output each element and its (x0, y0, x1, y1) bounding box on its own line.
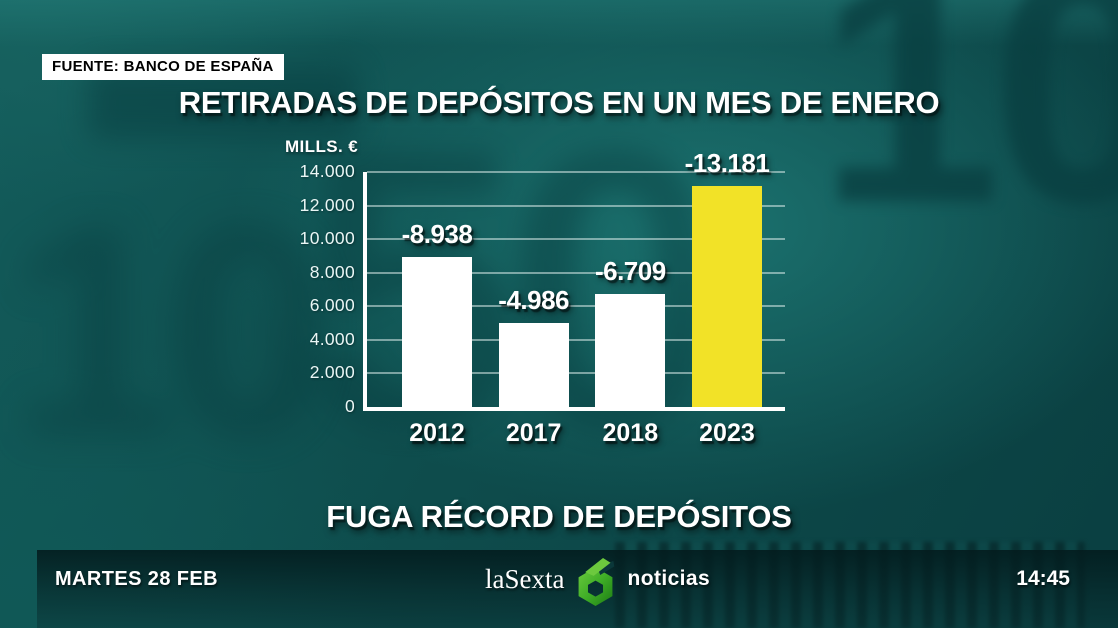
ticker-row: MARTES 28 FEB laSexta noticias (37, 554, 1118, 606)
gridline (367, 171, 785, 173)
bar-year-label: 2012 (409, 419, 465, 447)
source-badge: FUENTE: BANCO DE ESPAÑA (42, 54, 284, 80)
gridline (367, 238, 785, 241)
y-axis-tick-label: 2.000 (309, 362, 355, 383)
clock: 14:45 (1016, 567, 1070, 590)
background-light-band (0, 0, 1118, 46)
bar-group: -6.709 2018 (594, 172, 666, 447)
bar-value-label: -13.181 (684, 147, 770, 178)
bar (402, 256, 472, 407)
ticker-bar: MARTES 28 FEB laSexta noticias (37, 550, 1118, 628)
bar-value-label: -8.938 (401, 218, 473, 249)
bar-group: -13.181 2023 (685, 148, 770, 447)
lasexta-hexagon-6-logo (579, 558, 615, 606)
bar-value-label: -6.709 (594, 256, 666, 287)
lasexta-wordmark: laSexta (485, 563, 565, 594)
gridline (367, 271, 785, 274)
bar-year-label: 2023 (699, 419, 755, 447)
bar-year-label: 2017 (505, 419, 562, 447)
bar (595, 294, 666, 407)
gridline (367, 338, 785, 341)
bar-value-label: -4.986 (498, 285, 570, 316)
chart-title: RETIRADAS DE DEPÓSITOS EN UN MES DE ENER… (178, 85, 940, 120)
lower-headline: FUGA RÉCORD DE DEPÓSITOS (326, 499, 792, 534)
y-axis-tick-label: 10.000 (299, 228, 355, 249)
gridline (367, 372, 785, 375)
y-axis-tick-label: 14.000 (299, 161, 355, 182)
bar-group: -4.986 2017 (498, 172, 570, 447)
bar (691, 185, 762, 407)
channel-brand: laSexta noticias (485, 554, 711, 606)
y-axis-unit-label: MILLS. € (285, 137, 359, 156)
y-axis-tick-label: 4.000 (309, 328, 355, 349)
y-axis-tick-label: 8.000 (309, 261, 355, 282)
bar (498, 323, 569, 407)
y-axis-tick-label: 6.000 (309, 295, 355, 316)
gridline (367, 204, 785, 207)
date-label: MARTES 28 FEB (55, 567, 219, 590)
bar-series: -8.938 2012 -4.986 2017 -6.709 2018 -13.181 202… (367, 148, 785, 447)
gridline (367, 305, 785, 308)
noticias-label: noticias (627, 567, 711, 590)
bar-chart: -8.938 2012 -4.986 2017 -6.709 2018 -13.181 202… (300, 148, 785, 447)
y-axis-tick-label: 12.000 (299, 194, 355, 215)
bar-group: -8.938 2012 (401, 172, 473, 447)
bar-year-label: 2018 (602, 419, 659, 447)
y-axis-tick-label: 0 (344, 396, 355, 417)
